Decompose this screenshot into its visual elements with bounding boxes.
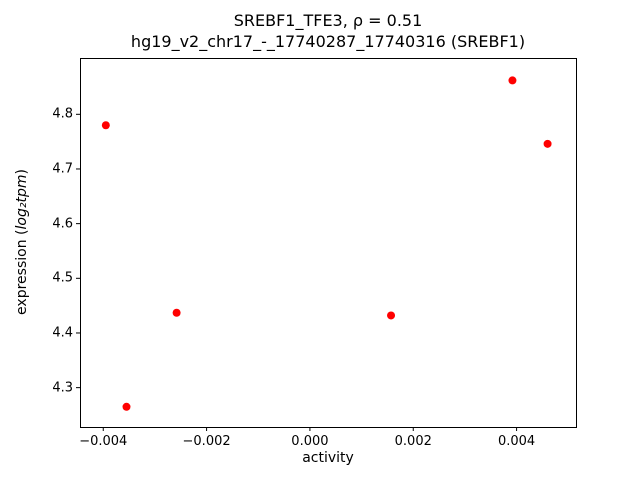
- y-tick-label: 4.8: [52, 106, 73, 122]
- x-tick-label: 0.000: [291, 434, 329, 449]
- data-point: [122, 402, 131, 411]
- x-tick-label: 0.004: [497, 434, 536, 449]
- y-tick-label: 4.3: [52, 380, 73, 396]
- data-point: [172, 308, 181, 317]
- x-tick-label: 0.002: [394, 434, 432, 449]
- y-tick-label: 4.7: [52, 161, 73, 177]
- y-axis-label-math: log₂tpm: [14, 174, 30, 230]
- y-tick-label: 4.4: [52, 325, 73, 341]
- plot-frame: [80, 58, 577, 428]
- x-tick-label: −0.002: [182, 434, 231, 449]
- chart-title-line2: hg19_v2_chr17_-_17740287_17740316 (SREBF…: [130, 32, 526, 51]
- y-axis-label-prefix: expression (: [14, 229, 30, 315]
- data-point: [543, 139, 552, 148]
- x-axis-label: activity: [302, 450, 354, 466]
- data-point: [508, 76, 517, 85]
- y-axis-label-suffix: ): [14, 169, 30, 175]
- chart-title: SREBF1_TFE3, ρ = 0.51 hg19_v2_chr17_-_17…: [80, 10, 576, 52]
- y-tick-label: 4.6: [52, 216, 73, 232]
- x-tick-label: −0.004: [79, 434, 128, 449]
- y-axis-label: expression (log₂tpm): [14, 169, 30, 315]
- chart-title-line1: SREBF1_TFE3, ρ = 0.51: [233, 11, 423, 30]
- y-tick-label: 4.5: [52, 270, 73, 286]
- data-point: [387, 311, 396, 320]
- data-point: [101, 121, 110, 130]
